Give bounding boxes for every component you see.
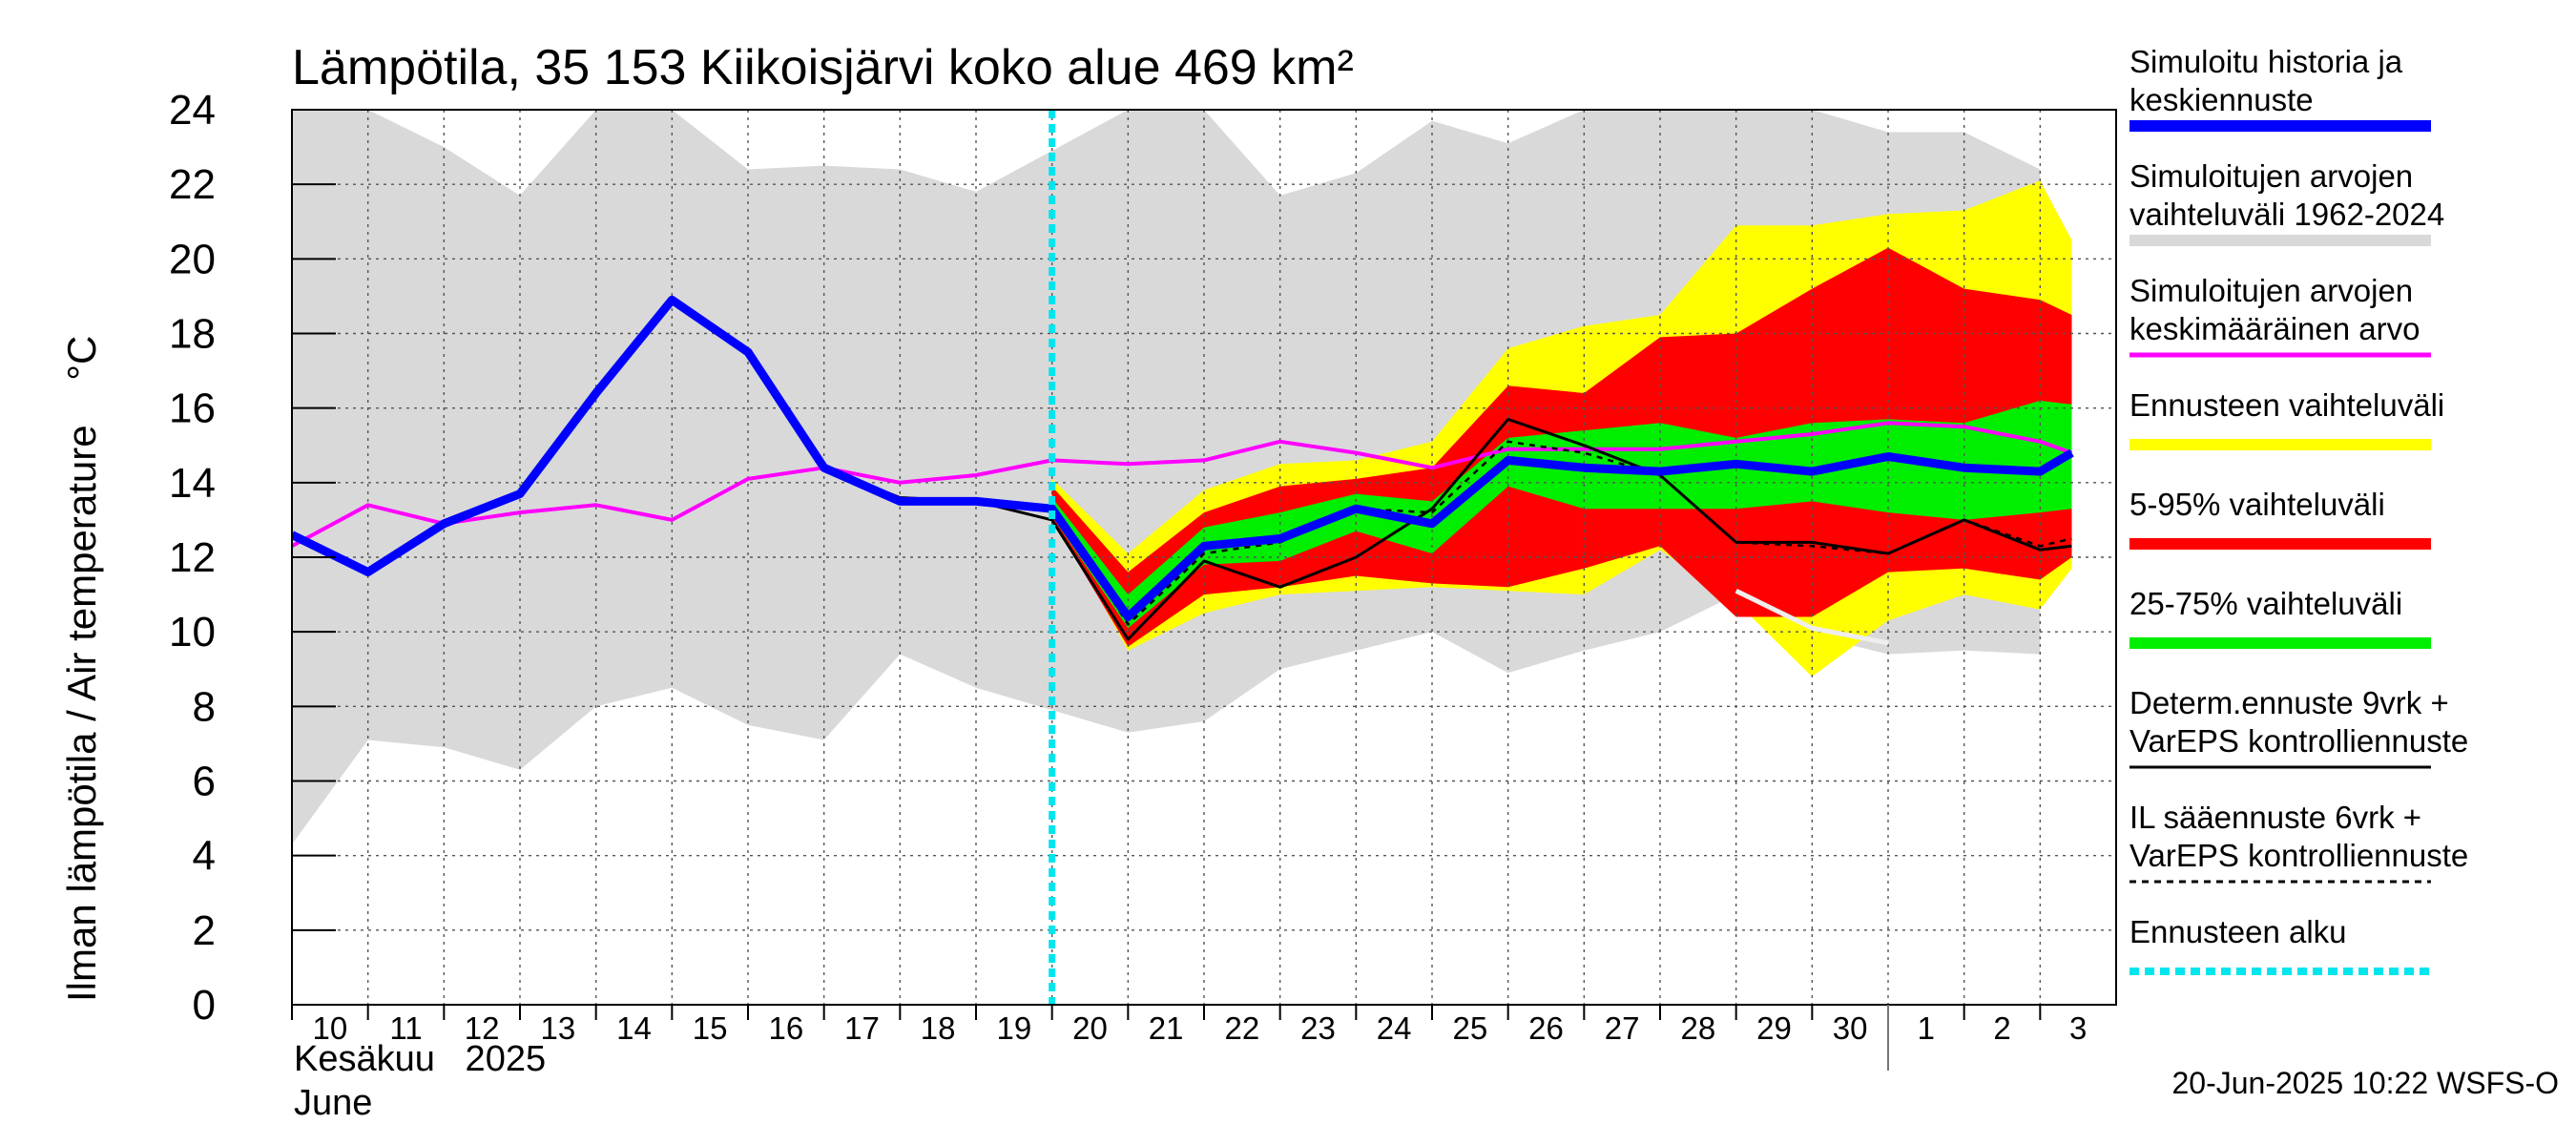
legend-label: 5-95% vaihteluväli [2129, 487, 2385, 522]
legend-item-5-95-vaihteluv-li: 5-95% vaihteluväli [2129, 487, 2431, 550]
legend-label: Simuloitu historia ja [2129, 44, 2403, 79]
chart-title: Lämpötila, 35 153 Kiikoisjärvi koko alue… [292, 40, 1354, 95]
legend-label: 25-75% vaihteluväli [2129, 586, 2402, 621]
y-axis-label: Ilman lämpötila / Air temperature °C [59, 336, 104, 1002]
y-tick-label: 10 [169, 609, 216, 656]
x-tick-label: 18 [921, 1010, 956, 1046]
x-tick-label: 28 [1680, 1010, 1715, 1046]
x-tick-label: 26 [1528, 1010, 1564, 1046]
x-tick-label: 24 [1377, 1010, 1412, 1046]
y-tick-label: 16 [169, 385, 216, 432]
x-tick-label: 20 [1072, 1010, 1108, 1046]
legend-item-25-75-vaihteluv-li: 25-75% vaihteluväli [2129, 586, 2431, 649]
x-tick-label: 23 [1300, 1010, 1336, 1046]
y-tick-label: 0 [193, 982, 216, 1029]
x-tick-label: 27 [1605, 1010, 1640, 1046]
legend-label: VarEPS kontrolliennuste [2129, 723, 2468, 759]
legend-label: Simuloitujen arvojen [2129, 273, 2413, 308]
x-tick-label: 3 [2069, 1010, 2087, 1046]
legend-label: Simuloitujen arvojen [2129, 158, 2413, 194]
x-tick-label: 21 [1149, 1010, 1184, 1046]
x-tick-label: 19 [996, 1010, 1031, 1046]
y-tick-label: 4 [193, 833, 216, 880]
y-tick-label: 8 [193, 683, 216, 730]
band-25-75-vaihteluv-li [1051, 400, 2072, 629]
x-tick-label: 10 [312, 1010, 347, 1046]
x-tick-label: 30 [1833, 1010, 1868, 1046]
legend-label: IL sääennuste 6vrk + [2129, 800, 2421, 835]
x-tick-label: 13 [540, 1010, 575, 1046]
band-simuloitujen-arvojen-vaihteluv-li-1962-2024 [292, 110, 2041, 844]
x-tick-label: 12 [465, 1010, 500, 1046]
legend-label: vaihteluväli 1962-2024 [2129, 197, 2444, 232]
legend-item-ennusteen-alku: Ennusteen alku [2129, 914, 2431, 975]
x-tick-label: 15 [693, 1010, 728, 1046]
line-simuloitujen-arvojen-keskim-r-inen-arvo [292, 421, 2073, 549]
legend: Simuloitu historia jakeskiennusteSimuloi… [2129, 44, 2468, 975]
x-axis-month-label: Kesäkuu 2025 [294, 1039, 546, 1079]
x-tick-label: 16 [768, 1010, 803, 1046]
x-tick-label: 1 [1918, 1010, 1935, 1046]
x-tick-label: 17 [844, 1010, 880, 1046]
legend-label: keskiennuste [2129, 82, 2314, 117]
y-tick-label: 20 [169, 236, 216, 282]
x-tick-label: 2 [1993, 1010, 2010, 1046]
y-tick-label: 6 [193, 759, 216, 805]
line-determ-ennuste-9vrk-vareps-kontrolliennuste [823, 417, 2072, 641]
y-tick-label: 24 [169, 87, 216, 134]
band-layer [292, 110, 2072, 844]
timestamp: 20-Jun-2025 10:22 WSFS-O [2171, 1066, 2559, 1100]
legend-label: keskimääräinen arvo [2129, 311, 2420, 346]
x-tick-label: 29 [1756, 1010, 1792, 1046]
y-tick-label: 2 [193, 907, 216, 954]
legend-label: Ennusteen vaihteluväli [2129, 387, 2444, 423]
line-simuloitu-historia-ja-keskiennuste [292, 295, 2074, 621]
x-tick-label: 11 [389, 1010, 422, 1046]
legend-item-determ-ennuste-9vrk: Determ.ennuste 9vrk +VarEPS kontrollienn… [2129, 685, 2468, 769]
x-axis-month-label-en: June [294, 1083, 372, 1123]
y-tick-label: 12 [169, 534, 216, 581]
legend-item-il-s-ennuste-6vrk: IL sääennuste 6vrk + VarEPS kontrollienn… [2129, 800, 2468, 884]
x-tick-label: 14 [616, 1010, 652, 1046]
y-tick-label: 22 [169, 161, 216, 208]
line-white-member [1735, 588, 1889, 646]
legend-label: VarEPS kontrolliennuste [2129, 838, 2468, 873]
legend-label: Determ.ennuste 9vrk + [2129, 685, 2449, 720]
series-layer [292, 110, 2074, 1005]
y-tick-label: 18 [169, 311, 216, 358]
legend-label: Ennusteen alku [2129, 914, 2347, 949]
legend-item-ennusteen-vaihteluv-li: Ennusteen vaihteluväli [2129, 387, 2444, 450]
y-tick-label: 14 [169, 460, 216, 507]
x-tick-label: 22 [1224, 1010, 1259, 1046]
x-tick-label: 25 [1452, 1010, 1487, 1046]
